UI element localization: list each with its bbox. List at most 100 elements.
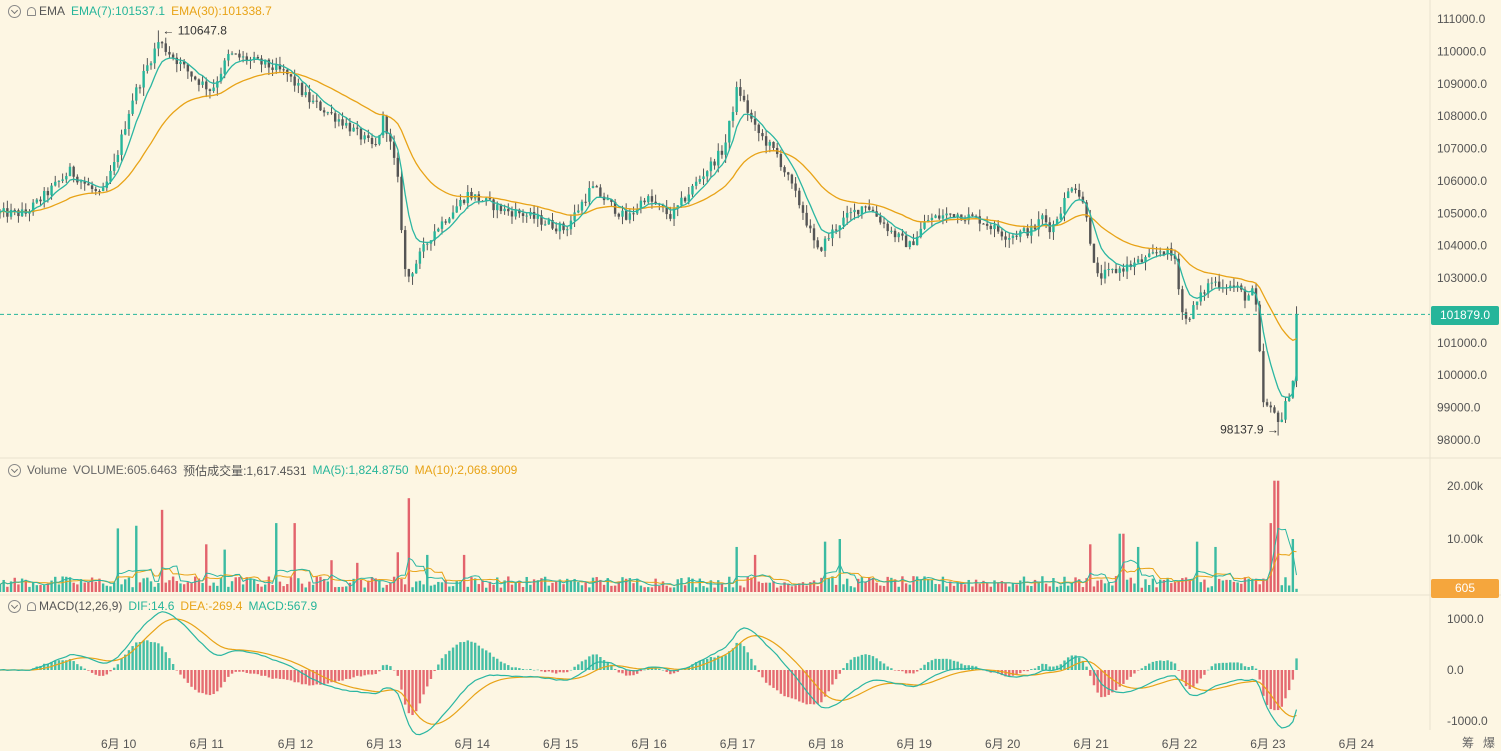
macd-hist-bar <box>61 660 64 670</box>
volume-bar <box>831 576 834 592</box>
candle-body <box>1203 292 1206 294</box>
liquidation-tool-button[interactable]: 爆 <box>1483 736 1496 750</box>
candle-body <box>1184 312 1188 319</box>
macd-dea-line <box>0 618 1297 725</box>
candle-body <box>1015 235 1018 237</box>
candle-body <box>120 134 123 155</box>
macd-hist-bar <box>1217 663 1221 670</box>
volume-bar <box>1041 576 1044 592</box>
volume-bar <box>370 577 374 592</box>
volume-bar <box>160 509 164 592</box>
collapse-icon[interactable] <box>8 4 21 18</box>
candle-body <box>164 43 167 52</box>
candle-body <box>455 206 458 213</box>
volume-bar <box>496 577 499 592</box>
volume-bar <box>1148 584 1151 592</box>
volume-bar <box>415 581 418 592</box>
candle-body <box>1232 285 1236 287</box>
candle-body <box>83 181 86 184</box>
volume-bar <box>1199 582 1202 592</box>
candle-body <box>536 215 539 219</box>
price-tick-label: 110000.0 <box>1437 44 1486 58</box>
candle-body <box>857 209 860 215</box>
collapse-icon[interactable] <box>8 463 21 477</box>
candle-body <box>212 87 215 92</box>
macd-hist-bar <box>691 664 694 670</box>
macd-hist-bar <box>805 670 808 705</box>
volume-bar <box>809 582 812 592</box>
candle-body <box>606 199 609 201</box>
volume-bar <box>757 581 760 592</box>
volume-bar <box>779 585 783 592</box>
volume-bar <box>514 582 517 592</box>
macd-hist-bar <box>473 642 477 670</box>
volume-bar <box>547 585 551 592</box>
candle-body <box>389 133 392 142</box>
candle-body <box>1022 228 1026 232</box>
price-legend-name: EMA <box>39 4 66 18</box>
volume-bar <box>985 582 989 592</box>
collapse-icon[interactable] <box>8 599 21 613</box>
alert-bell-icon[interactable] <box>27 6 36 16</box>
volume-bar <box>112 582 116 592</box>
volume-bar <box>665 585 668 592</box>
volume-bar <box>566 578 569 592</box>
macd-hist-bar <box>860 654 864 670</box>
macd-hist-bar <box>893 670 897 671</box>
volume-bar <box>805 585 808 592</box>
volume-bar <box>1232 581 1236 592</box>
candle-body <box>1195 301 1199 306</box>
candle-body <box>514 209 517 217</box>
volume-bar <box>422 584 425 592</box>
volume-bar <box>893 579 897 592</box>
volume-bar <box>54 576 57 592</box>
candle-body <box>418 251 422 264</box>
volume-bar <box>735 546 738 592</box>
macd-hist-bar <box>300 670 304 685</box>
macd-tick-label: -1000.0 <box>1447 714 1488 728</box>
volume-bar <box>1066 585 1070 592</box>
volume-bar <box>68 577 72 592</box>
candle-body <box>1151 252 1155 254</box>
volume-bar <box>1206 587 1210 592</box>
macd-hist-bar <box>297 670 300 683</box>
volume-tick-label: 10.00k <box>1447 532 1484 546</box>
volume-bar <box>562 584 565 592</box>
volume-bar <box>205 544 208 592</box>
macd-hist-bar <box>945 658 948 670</box>
macd-hist-bar <box>1089 670 1092 676</box>
macd-hist-bar <box>1151 661 1155 670</box>
macd-hist-bar <box>289 670 293 681</box>
macd-hist-bar <box>1251 665 1254 670</box>
candle-body <box>462 199 466 204</box>
macd-hist-bar <box>599 656 602 670</box>
candle-body <box>131 100 134 114</box>
macd-hist-bar <box>1229 662 1232 670</box>
candle-body <box>787 172 790 175</box>
macd-hist-bar <box>610 664 613 670</box>
volume-bar <box>1192 579 1195 592</box>
current-price-label: 101879.0 <box>1431 306 1499 325</box>
candle-body <box>772 141 775 148</box>
alert-bell-icon[interactable] <box>27 601 36 611</box>
chip-tool-button[interactable]: 筹 <box>1462 736 1475 750</box>
volume-bar <box>739 585 742 592</box>
volume-bar <box>304 587 307 592</box>
price-tick-label: 107000.0 <box>1437 142 1487 156</box>
macd-hist-bar <box>787 670 790 698</box>
macd-hist-bar <box>1085 666 1088 670</box>
candle-body <box>35 199 39 203</box>
volume-tick-label: 20.00k <box>1447 479 1484 493</box>
candle-body <box>628 213 632 220</box>
volume-bar <box>411 587 414 592</box>
ema7-line <box>0 57 1298 398</box>
candle-body <box>838 225 841 231</box>
volume-bar <box>1273 480 1276 592</box>
macd-hist-bar <box>455 644 458 670</box>
candle-body <box>496 204 499 211</box>
candle-body <box>9 209 13 217</box>
candle-body <box>304 92 307 96</box>
volume-bar <box>613 585 617 592</box>
candle-body <box>827 238 830 240</box>
candle-body <box>860 206 864 215</box>
